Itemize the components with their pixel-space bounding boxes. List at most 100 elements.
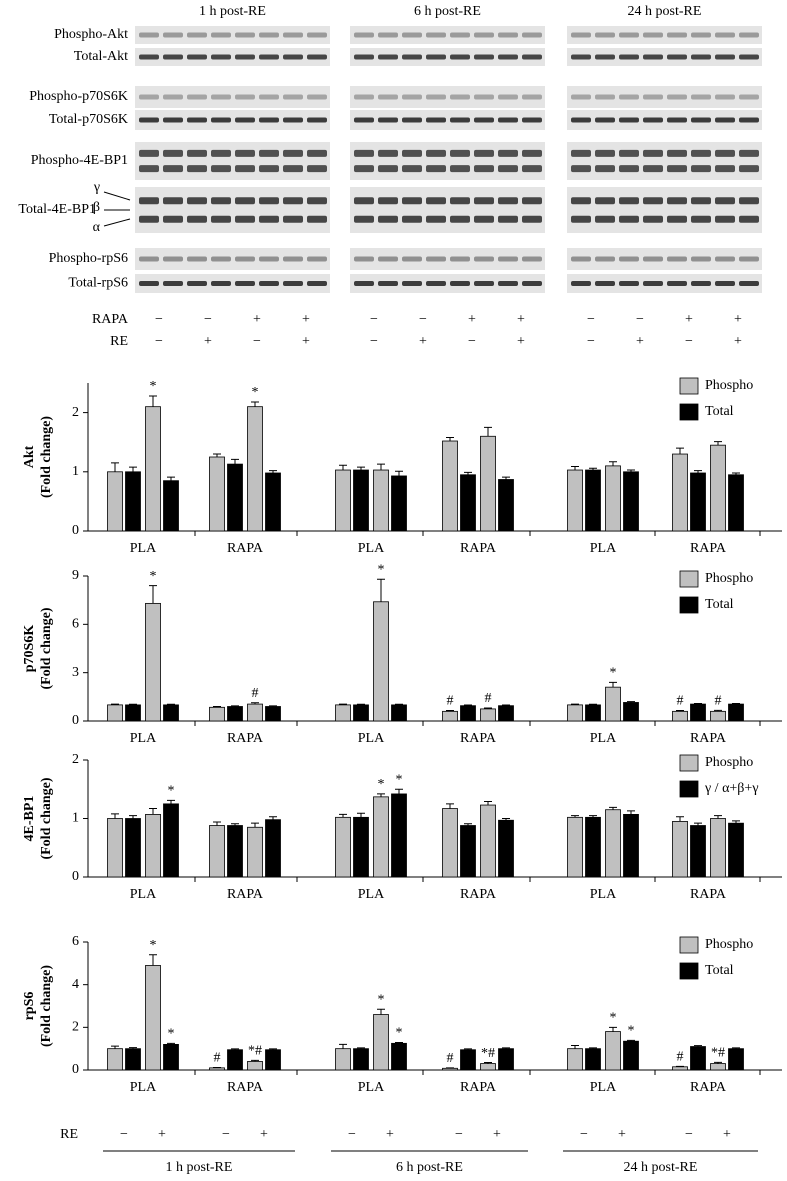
y-tick-label: 0 [72,1062,79,1077]
blot-band [715,256,735,262]
y-axis-subtitle: (Fold change) [39,777,54,859]
bar [480,708,496,722]
bar [585,816,601,878]
treatment-sign: + [419,334,427,349]
blot-band [378,256,398,262]
blot-band [402,215,422,223]
blot-band [426,197,446,205]
blot-band [450,94,470,100]
bar [605,465,621,532]
blot-band [595,149,615,157]
blot-band [139,117,159,123]
legend-swatch [679,936,699,954]
bar [672,821,688,878]
blot-band [739,256,759,262]
legend-swatch [679,962,699,980]
bar [605,686,621,722]
error-bar [231,705,239,707]
treatment-sign: + [734,334,742,349]
blot-background [135,248,330,270]
blot-band [739,215,759,223]
blot-background [350,142,545,180]
blot-band [474,256,494,262]
bar [145,814,161,878]
bar [728,1048,744,1071]
error-bar [609,1026,617,1032]
blot-time-label: 6 h post-RE [414,4,481,19]
blot-band [595,94,615,100]
blot-band [426,149,446,157]
blot-band [739,149,759,157]
treatment-sign: − [587,334,595,349]
blot-band [187,215,207,223]
error-bar [111,813,119,819]
error-bar [111,1045,119,1049]
error-bar [149,954,157,966]
blot-band [211,94,231,100]
y-tick-label: 6 [72,617,79,632]
isoform-arrow [103,191,131,201]
blot-band [163,165,183,173]
error-bar [111,703,119,705]
error-bar [571,815,579,818]
bar [335,1048,351,1071]
blot-band [378,165,398,173]
blot-band [283,54,303,60]
blot-band [715,117,735,123]
blot-row-label: Phospho-Akt [54,27,128,42]
blot-band [354,54,374,60]
blot-band [283,94,303,100]
bar [163,1044,179,1071]
error-bar [167,799,175,804]
error-bar [609,681,617,688]
error-bar [627,469,635,472]
bar [107,704,123,722]
blot-band [354,117,374,123]
time-label: 24 h post-RE [624,1160,698,1175]
blot-band [667,32,687,38]
re-sign: − [455,1127,463,1142]
error-bar [627,701,635,703]
blot-background [567,248,762,270]
bar [567,469,583,532]
bar [391,793,407,878]
bar [373,796,389,878]
blot-band [619,54,639,60]
bar [125,471,141,532]
blot-band [307,215,327,223]
blot-band [307,197,327,205]
legend-label: Phospho [705,378,753,393]
treatment-sign: + [636,334,644,349]
bar [335,469,351,532]
blot-background [567,48,762,66]
blot-band [235,54,255,60]
error-bar [129,815,137,819]
blot-row-label: Phospho-p70S6K [29,89,128,104]
x-group-label: RAPA [690,1080,727,1095]
bar [498,1048,514,1071]
error-bar [484,426,492,437]
error-bar [627,810,635,815]
bar [163,803,179,878]
error-bar [269,705,277,707]
blot-band [498,165,518,173]
blot-background [567,110,762,130]
y-tick-label: 9 [72,568,79,583]
treatment-label: RAPA [92,312,129,327]
error-bar [231,458,239,465]
error-bar [609,806,617,810]
error-bar [339,813,347,818]
bar [265,472,281,532]
blot-background [135,86,330,108]
bar [710,710,726,722]
error-bar [502,476,510,480]
error-bar [357,466,365,471]
error-bar [676,816,684,822]
bar [209,706,225,722]
legend-label: Phospho [705,571,753,586]
bar [690,472,706,532]
bar [442,710,458,722]
error-bar [231,823,239,826]
blot-background [350,110,545,130]
error-bar [589,1047,597,1049]
